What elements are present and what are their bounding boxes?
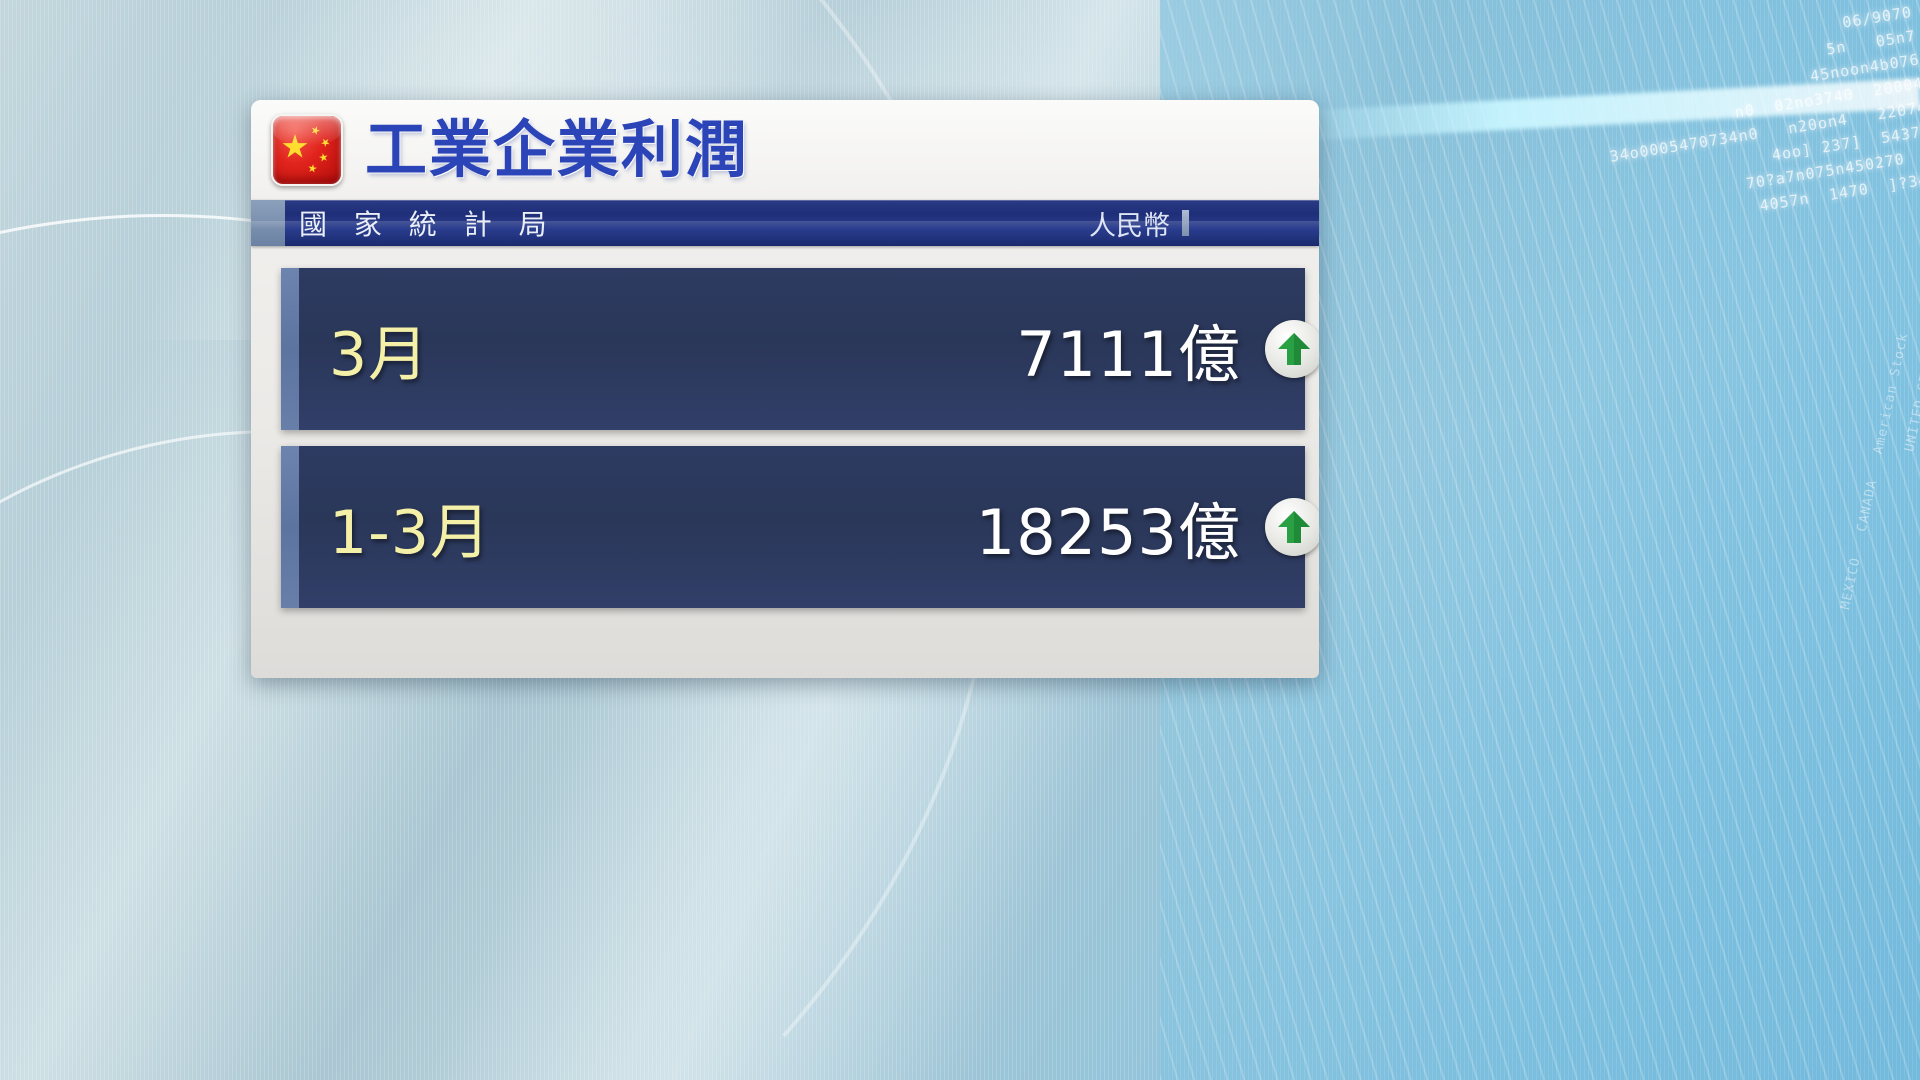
table-row: 3月 7111億 92.3 [281,268,1319,430]
flag-star-small-3 [318,152,328,162]
data-rows-container: 3月 7111億 92.3 1-3月 18253億 [251,246,1319,608]
card-subtitle-bar: 國 家 統 計 局 人民幣 較上年度 [251,200,1319,246]
background-spark-line [1279,78,1920,142]
china-flag-icon [271,114,343,186]
card-title-row: 工業企業利潤 [251,100,1319,200]
row-accent-bar [281,446,299,608]
row-amount-value: 18253億 [975,496,1241,569]
table-row: 1-3月 18253億 137.3 [281,446,1319,608]
page-title: 工業企業利潤 [365,113,750,186]
column-divider-tick-currency [1182,210,1189,236]
flag-star-small-1 [310,125,322,137]
row-period-label: 3月 [329,319,430,390]
row-accent-bar [281,268,299,430]
statistics-card: 工業企業利潤 國 家 統 計 局 人民幣 較上年度 3月 7111億 [251,100,1319,678]
flag-star-small-4 [307,163,317,173]
column-header-currency-text: 人民幣 [1089,210,1170,242]
row-amount-value: 7111億 [1016,318,1241,391]
background-region-labels-text: MEXICO CANADA American Stock UNITED STAT… [1838,331,1920,611]
row-period-label: 1-3月 [329,497,491,568]
column-header-currency: 人民幣 [1089,204,1189,243]
source-agency-label: 國 家 統 計 局 [299,208,556,241]
flag-star-small-2 [319,136,332,149]
flag-star-large [282,134,308,158]
arrow-up-icon [1265,498,1319,556]
background-digits-text: 06/9070 5n 05n7 45noon4b076 n0 02no3740 … [1608,2,1920,215]
arrow-up-icon [1265,320,1319,378]
